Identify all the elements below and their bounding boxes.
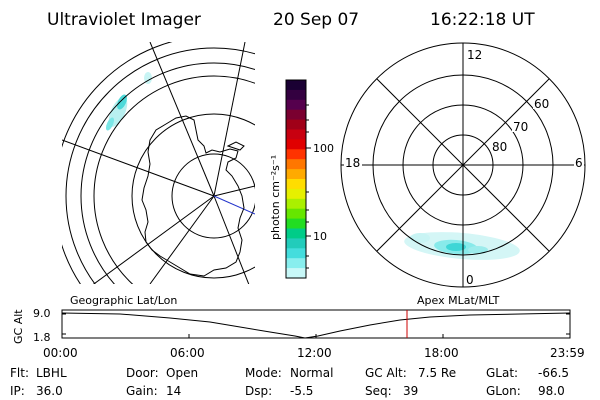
door-value: Open — [166, 366, 198, 380]
dsp-label: Dsp: — [245, 384, 272, 398]
colorbar-segment — [286, 99, 306, 111]
colorbar-segment — [286, 188, 306, 200]
colorbar-segment — [286, 139, 306, 150]
timeline-axis-title: GC Alt — [12, 309, 25, 344]
timeline-y-label-max: 9.0 — [33, 307, 51, 320]
glat-value: -66.5 — [538, 366, 569, 380]
mode-value: Normal — [290, 366, 333, 380]
image-date: 20 Sep 07 — [273, 10, 359, 30]
colorbar-segment — [286, 238, 306, 249]
seq-label: Seq: — [365, 384, 392, 398]
filter-value: LBHL — [36, 366, 67, 380]
timeline-x-label-0000: 00:00 — [43, 346, 78, 360]
timeline-left-title: Geographic Lat/Lon — [70, 294, 177, 307]
auroral-emission-polar — [404, 232, 520, 260]
polar-plot: 12 18 6 0 60 70 80 — [340, 42, 586, 288]
image-time: 16:22:18 UT — [430, 10, 535, 30]
door-label: Door: — [126, 366, 159, 380]
colorbar-label: photon cm⁻²s⁻¹ — [269, 155, 282, 240]
colorbar-segment — [286, 218, 306, 230]
colorbar-segment — [286, 89, 306, 101]
colorbar-segment — [286, 80, 306, 91]
mlt-label-0: 0 — [466, 273, 474, 287]
colorbar-segment — [286, 129, 306, 140]
timeline-x-label-2359: 23:59 — [550, 346, 585, 360]
colorbar-segment — [286, 268, 306, 279]
colorbar-tick-10: 10 — [313, 230, 327, 243]
timeline-x-label-1800: 18:00 — [424, 346, 459, 360]
colorbar-segment — [286, 159, 306, 170]
coastline — [141, 115, 245, 277]
orbit-altitude-curve — [62, 312, 570, 338]
glon-label: GLon: — [486, 384, 521, 398]
colorbar — [286, 80, 306, 279]
timeline-y-label-min: 1.8 — [33, 331, 51, 344]
colorbar-segment — [286, 248, 306, 259]
instrument-title: Ultraviolet Imager — [47, 10, 201, 30]
geographic-map — [62, 42, 255, 284]
filter-label: Flt: — [10, 366, 29, 380]
gain-label: Gain: — [126, 384, 158, 398]
gc-alt-label: GC Alt: — [365, 366, 407, 380]
mlt-label-6: 6 — [575, 156, 583, 170]
colorbar-segment — [286, 208, 306, 220]
timeline-right-title: Apex MLat/MLT — [417, 294, 500, 307]
orbit-timeline: Geographic Lat/Lon Apex MLat/MLT GC Alt … — [12, 294, 585, 360]
gc-alt-value: 7.5 Re — [418, 366, 456, 380]
ip-label: IP: — [10, 384, 25, 398]
gain-value: 14 — [166, 384, 181, 398]
mlt-label-18: 18 — [345, 156, 360, 170]
ip-value: 36.0 — [36, 384, 63, 398]
colorbar-segment — [286, 149, 306, 160]
colorbar-segment — [286, 119, 306, 131]
colorbar-segment — [286, 228, 306, 239]
seq-value: 39 — [403, 384, 418, 398]
colorbar-segment — [286, 169, 306, 180]
timeline-x-label-1200: 12:00 — [297, 346, 332, 360]
auroral-emission-geographic — [105, 72, 152, 131]
mode-label: Mode: — [245, 366, 282, 380]
mlt-label-12: 12 — [467, 48, 482, 62]
colorbar-segment — [286, 179, 306, 190]
colorbar-segment — [286, 258, 306, 269]
timeline-x-label-0600: 06:00 — [170, 346, 205, 360]
colorbar-tick-100: 100 — [313, 142, 334, 155]
mlat-label-60: 60 — [534, 97, 549, 111]
dsp-value: -5.5 — [290, 384, 313, 398]
colorbar-segment — [286, 109, 306, 121]
colorbar-segment — [286, 198, 306, 210]
instrument-info: Flt: LBHL Door: Open Mode: Normal GC Alt… — [10, 366, 569, 398]
mlat-label-70: 70 — [513, 120, 528, 134]
glat-label: GLat: — [486, 366, 518, 380]
glon-value: 98.0 — [538, 384, 565, 398]
mlat-label-80: 80 — [492, 140, 507, 154]
